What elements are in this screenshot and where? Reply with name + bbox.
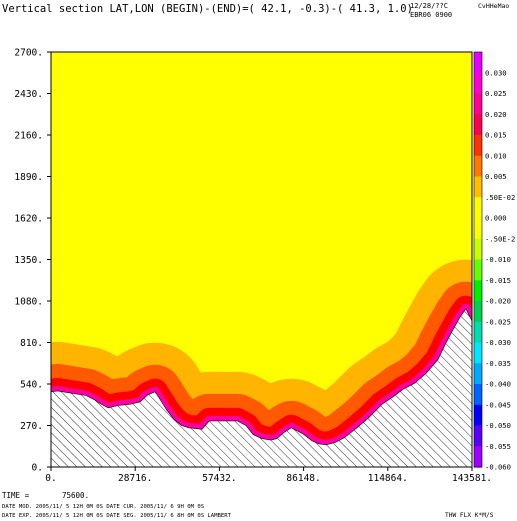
y-tick-label: 0. bbox=[32, 463, 43, 474]
y-tick-label: 810. bbox=[20, 338, 43, 349]
colorbar-label: -0.035 bbox=[485, 359, 511, 368]
colorbar-swatch bbox=[474, 280, 482, 302]
colorbar-swatch bbox=[474, 301, 482, 323]
header-date: 12/28/??C bbox=[410, 2, 448, 10]
colorbar-swatch bbox=[474, 72, 482, 95]
y-tick-label: 2430. bbox=[14, 89, 43, 100]
header-run: EBR06 0900 bbox=[410, 11, 452, 19]
colorbar-label: -0.050 bbox=[485, 421, 511, 430]
colorbar-swatch bbox=[474, 342, 482, 364]
y-tick-label: 1620. bbox=[14, 214, 43, 225]
colorbar-label: .50E-02 bbox=[485, 193, 515, 202]
colorbar-label: -0.010 bbox=[485, 255, 511, 264]
time-value: 75600. bbox=[62, 491, 89, 500]
colorbar-label: -0.055 bbox=[485, 442, 511, 451]
colorbar-label: 0.020 bbox=[485, 110, 507, 119]
colorbar-swatch bbox=[474, 363, 482, 385]
x-tick-label: 28716. bbox=[118, 473, 152, 484]
colorbar-swatch bbox=[474, 238, 482, 261]
x-tick-label: 86148. bbox=[286, 473, 320, 484]
x-tick-label: 0. bbox=[45, 473, 56, 484]
variable-label: THW FLX K*M/S bbox=[445, 512, 494, 519]
colorbar-label: -0.020 bbox=[485, 297, 511, 306]
colorbar-label: 0.030 bbox=[485, 68, 507, 77]
footer-line-2: DATE EXP. 2005/11/ 5 12H 0M 0S DATE SEG.… bbox=[2, 513, 232, 519]
colorbar-label: -0.025 bbox=[485, 317, 511, 326]
colorbar-swatch bbox=[474, 93, 482, 115]
colorbar-swatch bbox=[474, 218, 482, 240]
colorbar-swatch bbox=[474, 259, 482, 281]
colorbar-frame bbox=[473, 51, 483, 468]
colorbar-swatch bbox=[474, 384, 482, 406]
colorbar-label: 0.005 bbox=[485, 172, 507, 181]
footer-line-1: DATE MOD. 2005/11/ 5 12H 0M 0S DATE CUR.… bbox=[2, 504, 204, 510]
y-tick-label: 270. bbox=[20, 421, 43, 432]
colorbar-label: -0.060 bbox=[485, 463, 511, 472]
colorbar-label: 0.010 bbox=[485, 151, 507, 160]
colorbar-swatch bbox=[474, 446, 482, 468]
x-tick-label: 114864. bbox=[368, 473, 408, 484]
x-axis: 0. 28716. 57432. 86148. 114864. 143581. bbox=[45, 467, 492, 484]
header-logo: CvHHeMao bbox=[478, 2, 509, 10]
colorbar-swatch bbox=[474, 197, 482, 219]
y-tick-label: 1080. bbox=[14, 297, 43, 308]
colorbar: 0.030 0.025 0.020 0.015 0.010 0.005 .50E-02 0.0… bbox=[473, 51, 515, 472]
colorbar-swatch bbox=[474, 404, 482, 427]
x-tick-label: 143581. bbox=[452, 473, 492, 484]
colorbar-label: 0.015 bbox=[485, 131, 507, 140]
colorbar-swatch bbox=[474, 52, 482, 74]
colorbar-swatch bbox=[474, 135, 482, 157]
colorbar-label: -0.045 bbox=[485, 400, 511, 409]
chart-title: Vertical section LAT,LON (BEGIN)-(END)=(… bbox=[2, 3, 413, 15]
colorbar-swatch bbox=[474, 176, 482, 198]
y-axis: 0. 270. 540. 810. 1080. 1350. 1620. 1890. 2160. 2… bbox=[14, 48, 51, 474]
y-tick-label: 2700. bbox=[14, 48, 43, 59]
colorbar-swatch bbox=[474, 321, 482, 344]
colorbar-label: 0.000 bbox=[485, 214, 507, 223]
time-label: TIME = bbox=[2, 491, 30, 500]
y-tick-label: 540. bbox=[20, 380, 43, 391]
colorbar-swatch bbox=[474, 425, 482, 447]
colorbar-swatch bbox=[474, 114, 482, 136]
colorbar-label: 0.025 bbox=[485, 89, 507, 98]
y-tick-label: 1350. bbox=[14, 255, 43, 266]
x-tick-label: 57432. bbox=[202, 473, 236, 484]
y-tick-label: 2160. bbox=[14, 131, 43, 142]
colorbar-label: -0.040 bbox=[485, 380, 511, 389]
colorbar-label: -0.015 bbox=[485, 276, 511, 285]
colorbar-swatch bbox=[474, 155, 482, 178]
colorbar-label: -.50E-2 bbox=[485, 234, 515, 243]
colorbar-label: -0.030 bbox=[485, 338, 511, 347]
y-tick-label: 1890. bbox=[14, 172, 43, 183]
terrain-profile bbox=[51, 308, 472, 467]
